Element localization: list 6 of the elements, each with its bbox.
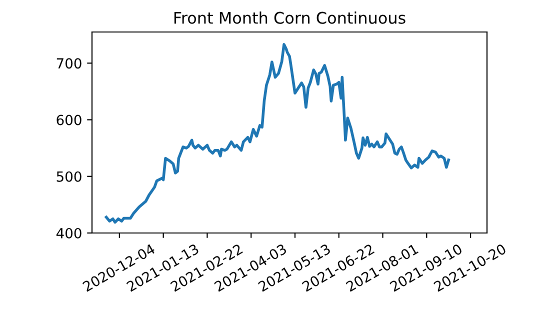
chart-title: Front Month Corn Continuous xyxy=(174,12,406,24)
y-tick-label: 700 xyxy=(56,58,82,69)
y-tick-label: 400 xyxy=(56,228,82,238)
line-series xyxy=(104,43,450,224)
y-tick-label: 500 xyxy=(56,171,82,182)
y-tick-label: 600 xyxy=(56,114,82,126)
